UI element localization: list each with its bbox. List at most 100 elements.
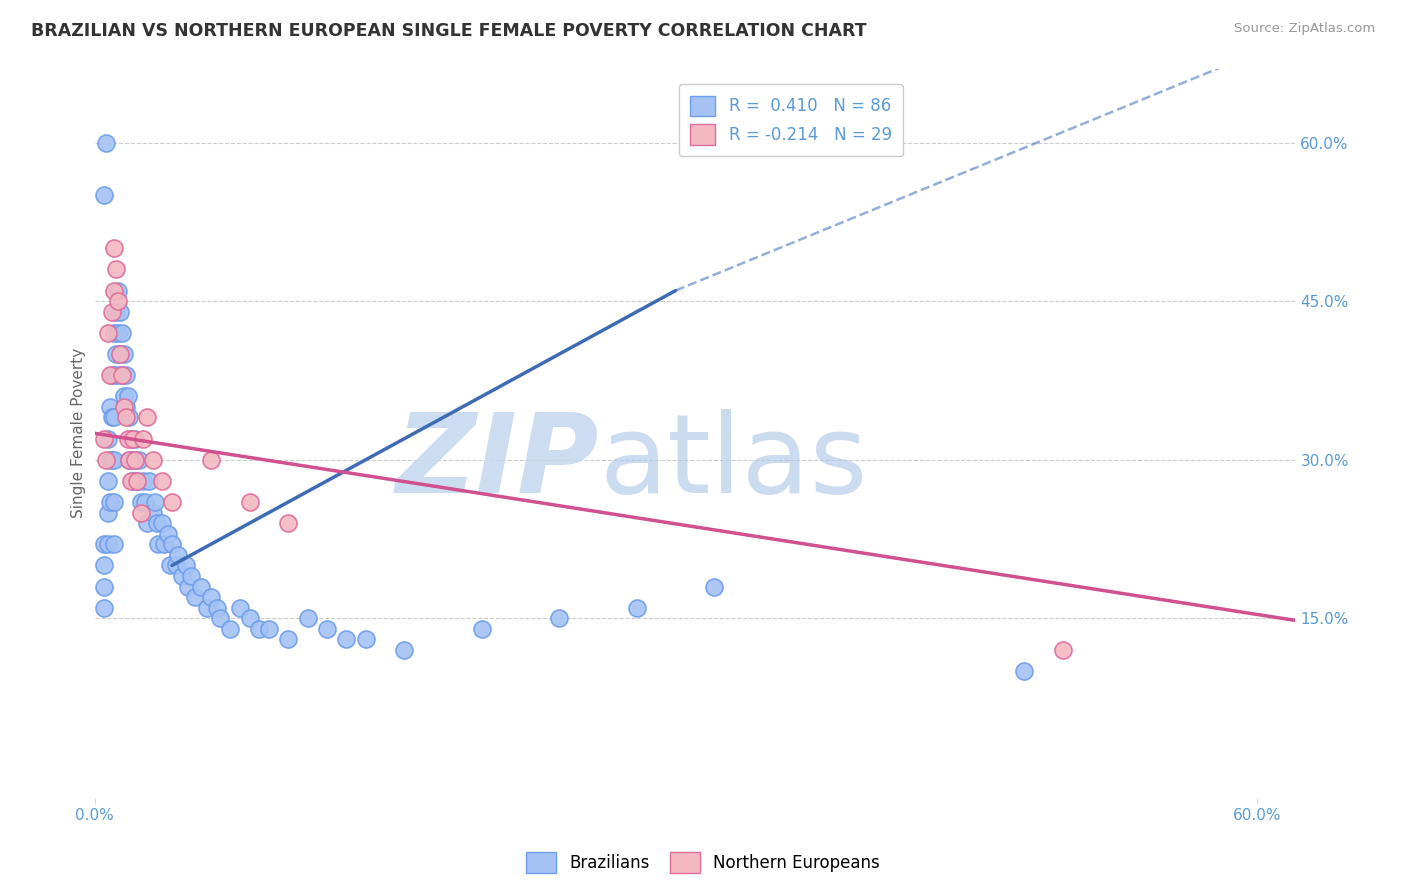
Point — [124, 432, 146, 446]
Point — [108, 304, 131, 318]
Point — [150, 474, 173, 488]
Point — [101, 452, 124, 467]
Point — [93, 537, 115, 551]
Point — [103, 284, 125, 298]
Point — [160, 537, 183, 551]
Text: ZIP: ZIP — [395, 409, 599, 516]
Point — [93, 188, 115, 202]
Point — [122, 474, 145, 488]
Point — [229, 600, 252, 615]
Point — [135, 410, 157, 425]
Point — [159, 558, 181, 573]
Point — [120, 432, 142, 446]
Point — [132, 474, 155, 488]
Point — [142, 506, 165, 520]
Point — [1014, 664, 1036, 678]
Point — [103, 452, 125, 467]
Point — [104, 304, 127, 318]
Point — [97, 474, 120, 488]
Text: BRAZILIAN VS NORTHERN EUROPEAN SINGLE FEMALE POVERTY CORRELATION CHART: BRAZILIAN VS NORTHERN EUROPEAN SINGLE FE… — [31, 22, 866, 40]
Point — [107, 326, 129, 340]
Point — [104, 347, 127, 361]
Point — [157, 526, 180, 541]
Point — [112, 347, 135, 361]
Point — [114, 410, 136, 425]
Point — [98, 368, 121, 383]
Point — [200, 590, 222, 604]
Point — [127, 474, 149, 488]
Point — [117, 389, 139, 403]
Point — [167, 548, 190, 562]
Point — [107, 294, 129, 309]
Point — [114, 400, 136, 414]
Point — [195, 600, 218, 615]
Point — [316, 622, 339, 636]
Point — [138, 474, 160, 488]
Point — [150, 516, 173, 531]
Point — [238, 611, 260, 625]
Point — [471, 622, 494, 636]
Point — [148, 537, 170, 551]
Point — [277, 632, 299, 647]
Point — [174, 558, 197, 573]
Point — [153, 537, 176, 551]
Point — [335, 632, 357, 647]
Point — [277, 516, 299, 531]
Point — [118, 452, 141, 467]
Point — [93, 432, 115, 446]
Point — [205, 600, 228, 615]
Point — [165, 558, 187, 573]
Point — [96, 452, 118, 467]
Point — [132, 432, 155, 446]
Point — [98, 452, 121, 467]
Legend: Brazilians, Northern Europeans: Brazilians, Northern Europeans — [519, 846, 887, 880]
Point — [97, 326, 120, 340]
Point — [184, 590, 207, 604]
Point — [176, 580, 198, 594]
Legend: R =  0.410   N = 86, R = -0.214   N = 29: R = 0.410 N = 86, R = -0.214 N = 29 — [679, 84, 904, 156]
Point — [118, 410, 141, 425]
Point — [111, 326, 134, 340]
Point — [170, 569, 193, 583]
Point — [93, 600, 115, 615]
Point — [142, 452, 165, 467]
Point — [703, 580, 725, 594]
Point — [180, 569, 202, 583]
Point — [120, 474, 142, 488]
Point — [103, 241, 125, 255]
Point — [111, 368, 134, 383]
Point — [111, 368, 134, 383]
Y-axis label: Single Female Poverty: Single Female Poverty — [72, 348, 86, 518]
Point — [112, 389, 135, 403]
Point — [98, 400, 121, 414]
Point — [107, 284, 129, 298]
Point — [98, 495, 121, 509]
Point — [96, 136, 118, 150]
Point — [97, 537, 120, 551]
Point — [209, 611, 232, 625]
Point — [247, 622, 270, 636]
Point — [101, 410, 124, 425]
Point — [93, 580, 115, 594]
Point — [103, 326, 125, 340]
Point — [108, 347, 131, 361]
Point — [122, 432, 145, 446]
Point — [107, 368, 129, 383]
Point — [93, 558, 115, 573]
Point — [145, 516, 167, 531]
Point — [257, 622, 280, 636]
Point — [97, 432, 120, 446]
Point — [190, 580, 212, 594]
Text: atlas: atlas — [599, 409, 868, 516]
Point — [103, 495, 125, 509]
Point — [112, 400, 135, 414]
Point — [103, 537, 125, 551]
Point — [118, 452, 141, 467]
Point — [97, 506, 120, 520]
Point — [127, 474, 149, 488]
Point — [143, 495, 166, 509]
Point — [626, 600, 648, 615]
Point — [160, 495, 183, 509]
Point — [548, 611, 571, 625]
Point — [1052, 643, 1074, 657]
